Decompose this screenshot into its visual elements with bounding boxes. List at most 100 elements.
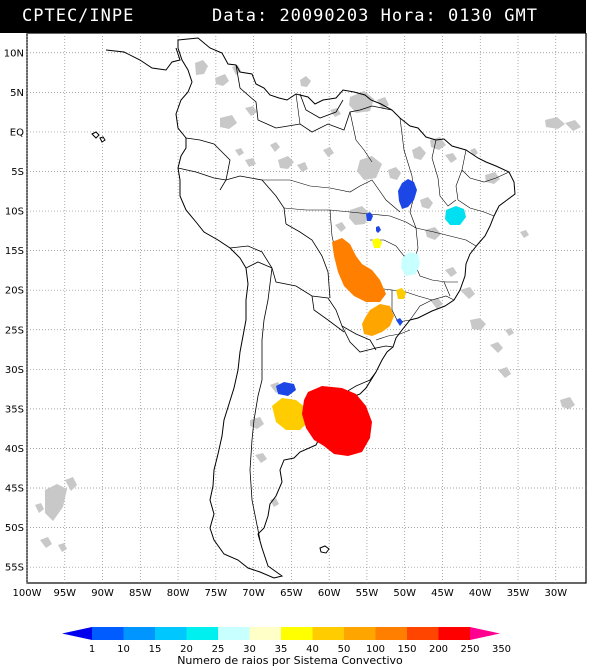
colorbar-tick-label: 25 — [212, 644, 225, 655]
cloud-cell — [235, 148, 244, 156]
system-pampa-blue — [276, 382, 296, 396]
longitude-label: 80W — [167, 588, 190, 599]
data-label: Data: — [212, 6, 269, 26]
cloud-cell — [430, 298, 443, 309]
colorbar-tick-label: 10 — [117, 644, 130, 655]
longitude-label: 90W — [91, 588, 114, 599]
hora-label: Hora: — [380, 6, 437, 26]
colorbar-box — [155, 627, 187, 640]
colorbar-box — [375, 627, 408, 640]
longitude-labels: 100W 95W 90W 85W 80W 75W 70W 65W 60W 55W 50W 45W 40W… — [13, 588, 568, 599]
state-border — [262, 179, 401, 213]
system-pampa-yellow — [272, 398, 308, 430]
colorbar-box — [249, 627, 282, 640]
system-parana-blue — [396, 318, 403, 326]
colorbar-tick-label: 30 — [243, 644, 256, 655]
latitude-label: 35S — [5, 404, 24, 415]
galapagos — [91, 131, 106, 143]
map-frame — [26, 33, 587, 584]
state-border — [455, 169, 495, 217]
cloud-cell — [425, 227, 441, 240]
state-border — [295, 93, 301, 125]
longitude-label: 55W — [356, 588, 379, 599]
latitude-labels: 10N 5N EQ 5S 10S 15S 20S 25S 30S 35S 40S 45S 50S 55S — [4, 48, 24, 573]
cloud-cell — [520, 230, 529, 238]
system-goias-small-blue2 — [376, 226, 381, 233]
state-border — [399, 117, 419, 263]
longitude-label: 75W — [205, 588, 228, 599]
border — [341, 325, 394, 353]
colorbar-high-arrow — [470, 627, 500, 640]
latitude-label: 10S — [5, 207, 24, 218]
cloud-cell — [297, 162, 308, 172]
colorbar-box — [218, 627, 250, 640]
cloud-cell — [430, 137, 446, 150]
colorbar-tick-label: 35 — [275, 644, 288, 655]
cloud-cell — [220, 115, 237, 129]
system-goias-small-blue — [366, 212, 373, 221]
border — [299, 93, 344, 119]
longitude-label: 85W — [129, 588, 152, 599]
cloud-cell — [420, 197, 433, 209]
country-borders — [177, 64, 394, 541]
colorbar-tick-label: 1 — [89, 644, 95, 655]
cloud-cell — [470, 318, 486, 330]
time-value: 0130 — [448, 6, 493, 26]
cloud-cell — [58, 543, 67, 552]
system-uruguay-red — [302, 386, 372, 456]
cloud-cell — [215, 74, 229, 86]
colorbar-title: Numero de raios por Sistema Convectivo — [177, 654, 403, 667]
colorbar-tick-label: 40 — [306, 644, 319, 655]
longitude-label: 30W — [544, 588, 567, 599]
colorbar-box — [186, 627, 219, 640]
colorbar-tick-label: 150 — [397, 644, 416, 655]
latitude-label: 20S — [5, 286, 24, 297]
cloud-cell — [245, 106, 257, 116]
cloud-cell — [445, 153, 457, 163]
border — [285, 223, 331, 299]
latitude-label: 25S — [5, 325, 24, 336]
cloud-cell — [270, 142, 280, 152]
border — [249, 360, 263, 541]
colorbar-box — [438, 627, 471, 640]
system-southeast-amazon — [398, 179, 417, 209]
map-header: CPTEC/INPE Data: 20090203 Hora: 0130 GMT — [0, 0, 586, 33]
state-border — [283, 207, 417, 229]
colorbar-tick-label: 200 — [429, 644, 448, 655]
longitude-label: 65W — [280, 588, 303, 599]
border — [311, 295, 345, 333]
cloud-cell — [195, 60, 208, 75]
latitude-label: EQ — [10, 127, 24, 138]
timestamp-label: Data: 20090203 Hora: 0130 GMT — [212, 6, 538, 26]
latitude-label: 45S — [5, 484, 24, 495]
latitude-label: 30S — [5, 365, 24, 376]
state-border — [409, 295, 455, 321]
colorbar-tick-label: 350 — [492, 644, 511, 655]
cloud-cell — [460, 287, 475, 299]
latitude-label: 5N — [10, 88, 24, 99]
colorbar-tick-label: 20 — [180, 644, 193, 655]
cloud-cell — [545, 117, 565, 129]
latitude-label: 40S — [5, 444, 24, 455]
state-border — [461, 149, 510, 183]
cloud-cell — [490, 342, 503, 353]
cloud-cell — [255, 453, 267, 463]
system-mato-grosso — [332, 238, 386, 302]
colorbar-box — [407, 627, 439, 640]
longitude-label: 45W — [431, 588, 454, 599]
cloud-cell — [323, 147, 334, 157]
state-border — [391, 290, 411, 323]
longitude-label: 70W — [242, 588, 265, 599]
convective-systems — [272, 179, 466, 456]
cloud-cell — [35, 503, 44, 513]
lat-lon-grid — [26, 33, 586, 583]
longitude-label: 40W — [469, 588, 492, 599]
cloud-cell — [349, 206, 370, 225]
colorbar-box — [123, 627, 156, 640]
latitude-label: 50S — [5, 523, 24, 534]
state-border — [443, 281, 451, 297]
cloud-cell — [65, 477, 77, 491]
state-border — [349, 111, 373, 163]
cloud-cell — [412, 146, 426, 160]
latitude-label: 5S — [11, 167, 24, 178]
